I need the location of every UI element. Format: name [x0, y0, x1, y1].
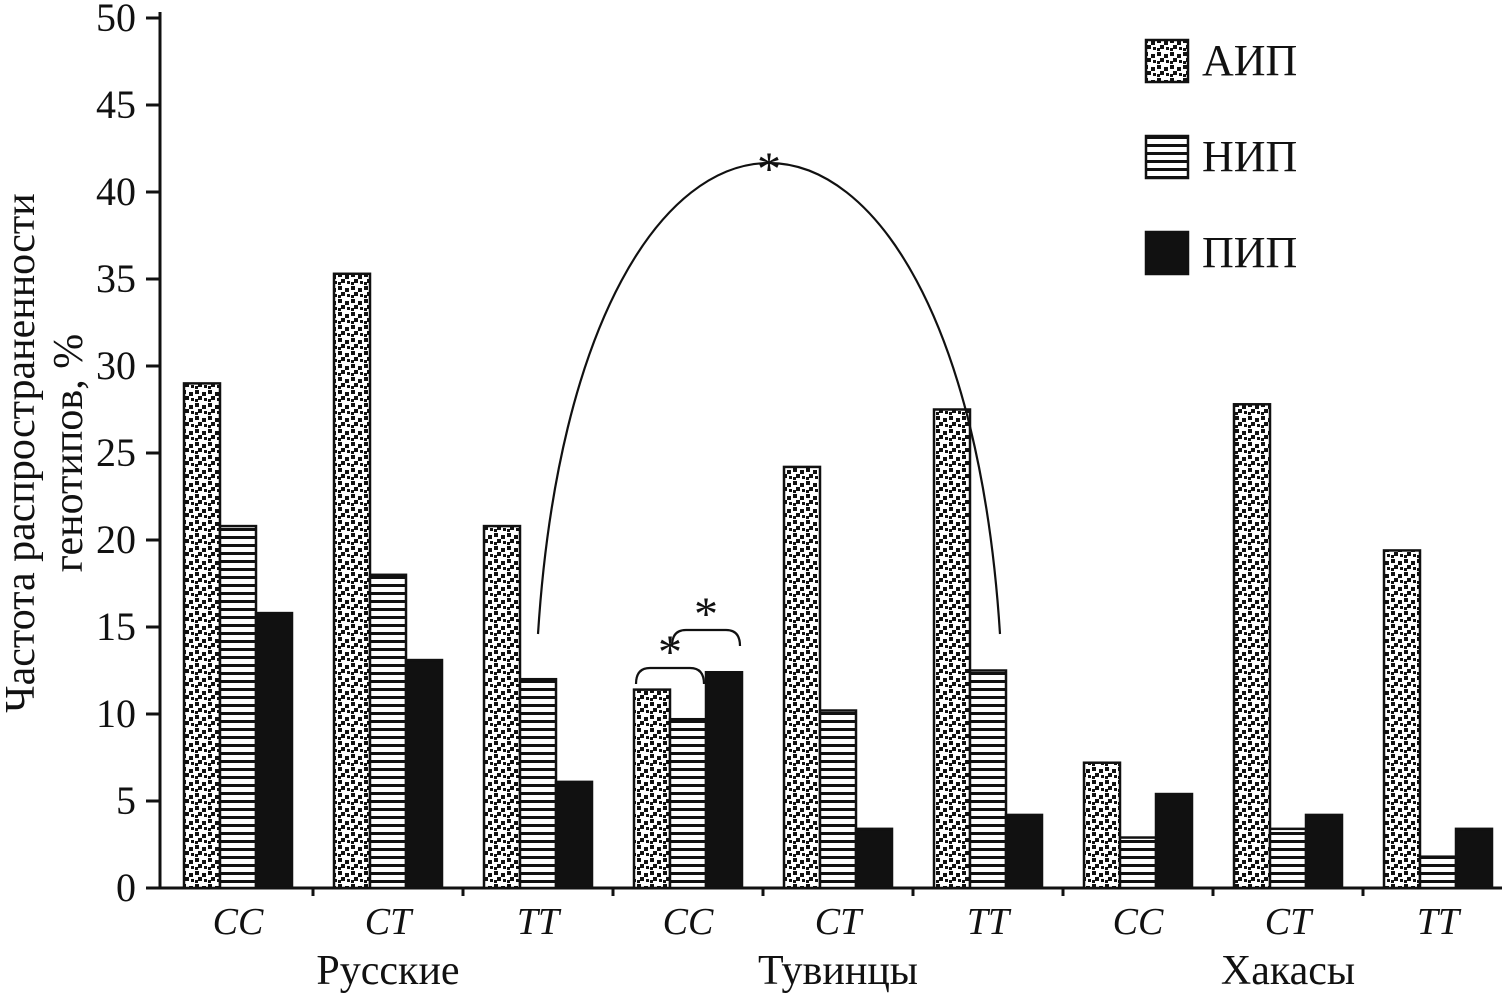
category-label: TT — [517, 901, 562, 943]
y-tick-label: 45 — [96, 82, 136, 127]
category-label: CT — [1265, 901, 1314, 943]
bar-ПИП-TT-2 — [554, 780, 594, 890]
bar-АИП-CC-3 — [632, 688, 672, 890]
bar-АИП-TT-8 — [1382, 549, 1422, 890]
category-label: CT — [365, 901, 414, 943]
bar-НИП-CT-7 — [1268, 827, 1308, 890]
bar-ПИП-CT-7 — [1304, 813, 1344, 890]
population-labels: Русские Тувинцы Хакасы — [316, 948, 1355, 994]
bar-НИП-TT-8 — [1418, 855, 1458, 890]
significance-bracket — [634, 666, 706, 685]
population-label: Тувинцы — [758, 948, 918, 994]
y-tick-label: 0 — [116, 865, 136, 910]
bar-НИП-TT-2 — [518, 677, 558, 890]
category-label: CC — [663, 901, 714, 943]
bar-ПИП-CT-1 — [404, 658, 444, 890]
bar-АИП-TT-5 — [932, 408, 972, 890]
significance-bracket — [670, 628, 742, 647]
asterisk: * — [658, 626, 682, 679]
y-tick-label: 50 — [96, 0, 136, 40]
bar-АИП-CT-7 — [1232, 403, 1272, 890]
y-axis-title-line2: генотипов, % — [46, 334, 92, 572]
bar-ПИП-TT-5 — [1004, 813, 1044, 890]
category-label: TT — [967, 901, 1012, 943]
bars — [182, 272, 1494, 890]
bar-ПИП-CT-4 — [854, 827, 894, 890]
bar-ПИП-CC-6 — [1154, 792, 1194, 890]
significance-stars: *** — [658, 143, 781, 679]
category-label: CC — [213, 901, 264, 943]
population-label: Хакасы — [1221, 948, 1355, 994]
bar-АИП-CC-6 — [1082, 761, 1122, 890]
category-label: TT — [1417, 901, 1462, 943]
y-tick-label: 15 — [96, 604, 136, 649]
category-label: CC — [1113, 901, 1164, 943]
legend: АИП НИП ПИП — [1144, 36, 1297, 277]
legend-label-ПИП: ПИП — [1202, 228, 1297, 277]
asterisk: * — [757, 143, 781, 196]
legend-swatch-ПИП — [1144, 230, 1190, 276]
y-axis-title-line1: Частота распространенности — [0, 193, 44, 712]
bar-АИП-TT-2 — [482, 524, 522, 890]
significance-annotations — [536, 162, 1002, 685]
bar-НИП-CC-0 — [218, 524, 258, 890]
y-tick-label: 25 — [96, 430, 136, 475]
bar-НИП-CT-1 — [368, 573, 408, 890]
category-labels: CC CT TT CC CT TT CC CT TT — [213, 901, 1462, 943]
legend-swatch-АИП — [1144, 38, 1190, 84]
y-tick-labels: 0 5 10 15 20 25 30 35 40 45 50 — [96, 0, 136, 910]
legend-label-НИП: НИП — [1202, 132, 1297, 181]
asterisk: * — [694, 588, 718, 641]
y-tick-label: 35 — [96, 256, 136, 301]
y-tick-label: 40 — [96, 169, 136, 214]
bar-НИП-TT-5 — [968, 669, 1008, 890]
y-tick-label: 30 — [96, 343, 136, 388]
legend-swatch-НИП — [1144, 134, 1190, 180]
y-tick-label: 10 — [96, 691, 136, 736]
bar-НИП-CC-6 — [1118, 836, 1158, 890]
y-axis-title: Частота распространенности генотипов, % — [0, 193, 92, 712]
y-tick-label: 5 — [116, 778, 136, 823]
bar-ПИП-CC-0 — [254, 611, 294, 890]
bar-АИП-CC-0 — [182, 382, 222, 890]
bar-ПИП-TT-8 — [1454, 827, 1494, 890]
bar-ПИП-CC-3 — [704, 670, 744, 890]
bar-АИП-CT-1 — [332, 272, 372, 890]
bar-НИП-CC-3 — [668, 717, 708, 890]
y-tick-label: 20 — [96, 517, 136, 562]
legend-label-АИП: АИП — [1202, 36, 1297, 85]
bar-НИП-CT-4 — [818, 709, 858, 890]
category-label: CT — [815, 901, 864, 943]
population-label: Русские — [316, 948, 459, 994]
bar-АИП-CT-4 — [782, 465, 822, 890]
significance-arc — [536, 162, 1002, 635]
